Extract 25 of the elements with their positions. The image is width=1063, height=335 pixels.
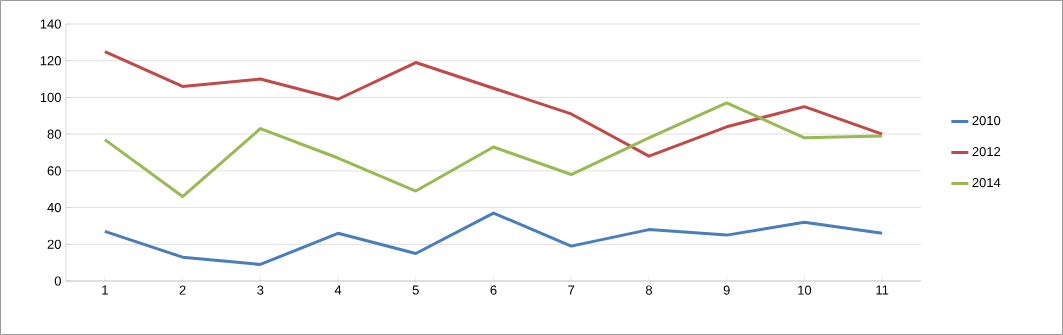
y-tick-label: 60 <box>47 166 61 176</box>
y-tick-label: 20 <box>47 239 61 249</box>
x-tick-label: 9 <box>723 285 730 295</box>
x-tick-label: 8 <box>645 285 653 295</box>
x-tick-label: 5 <box>412 285 419 295</box>
legend-label: 2010 <box>972 115 1001 126</box>
x-tick-label: 2 <box>179 285 186 295</box>
legend-label: 2014 <box>972 178 1001 188</box>
x-tick-label: 6 <box>490 285 497 295</box>
x-tick-label: 3 <box>257 285 264 295</box>
y-tick-label: 40 <box>47 202 61 213</box>
y-tick-label: 80 <box>47 129 61 139</box>
x-tick-label: 4 <box>334 285 342 295</box>
y-tick-label: 100 <box>40 92 61 103</box>
x-tick-label: 11 <box>876 285 889 295</box>
line-series <box>103 101 884 199</box>
x-tick-label: 10 <box>798 285 812 295</box>
y-tick-label: 0 <box>54 276 61 286</box>
x-tick-label: 1 <box>102 285 108 295</box>
x-tick-label: 7 <box>568 285 575 295</box>
y-tick-label: 140 <box>40 19 61 29</box>
line-series <box>103 50 884 158</box>
legend-label: 2012 <box>972 146 1001 157</box>
y-tick-label: 120 <box>40 56 61 66</box>
line-series <box>103 211 884 266</box>
